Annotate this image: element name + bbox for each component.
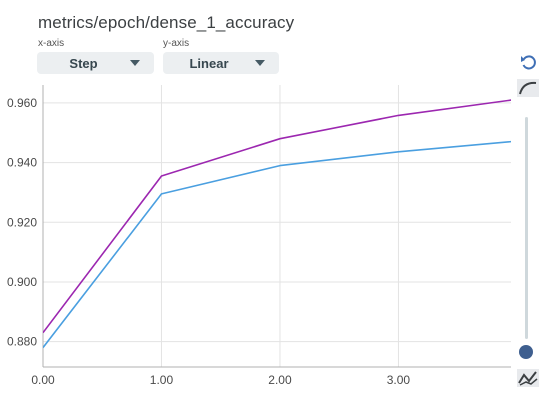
y-tick-label: 0.960 [7,96,37,110]
x-tick-label: 2.00 [268,373,292,387]
tick-labels: 0.880 0.900 0.920 0.940 0.960 0.00 1.00 2.00 3.0… [7,96,410,387]
x-tick-label: 0.00 [31,373,55,387]
x-axis-dropdown-value: Step [69,55,98,71]
x-axis-caption: x-axis [38,38,65,49]
y-axis-caption: y-axis [163,38,190,49]
y-tick-label: 0.900 [7,275,37,289]
x-axis-dropdown[interactable]: Step [37,52,154,74]
chevron-down-icon [255,60,265,66]
chart-title: metrics/epoch/dense_1_accuracy [38,13,295,32]
x-tick-label: 3.00 [387,373,411,387]
line-chart-icon[interactable] [517,369,539,387]
y-tick-label: 0.940 [7,156,37,170]
smoothing-curve-icon[interactable] [517,79,539,97]
series-group [43,99,511,349]
axes [42,85,511,368]
chevron-down-icon [130,60,140,66]
series-line-2 [43,140,511,349]
smoothing-slider-track[interactable] [525,117,528,339]
y-tick-label: 0.920 [7,215,37,229]
grid [42,85,511,367]
undo-icon[interactable] [519,53,539,73]
y-axis-dropdown-value: Linear [189,55,229,71]
y-tick-label: 0.880 [7,335,37,349]
smoothing-slider-thumb[interactable] [519,345,533,359]
y-axis-dropdown[interactable]: Linear [163,52,279,74]
x-tick-label: 1.00 [150,373,174,387]
series-line-1 [43,99,511,334]
